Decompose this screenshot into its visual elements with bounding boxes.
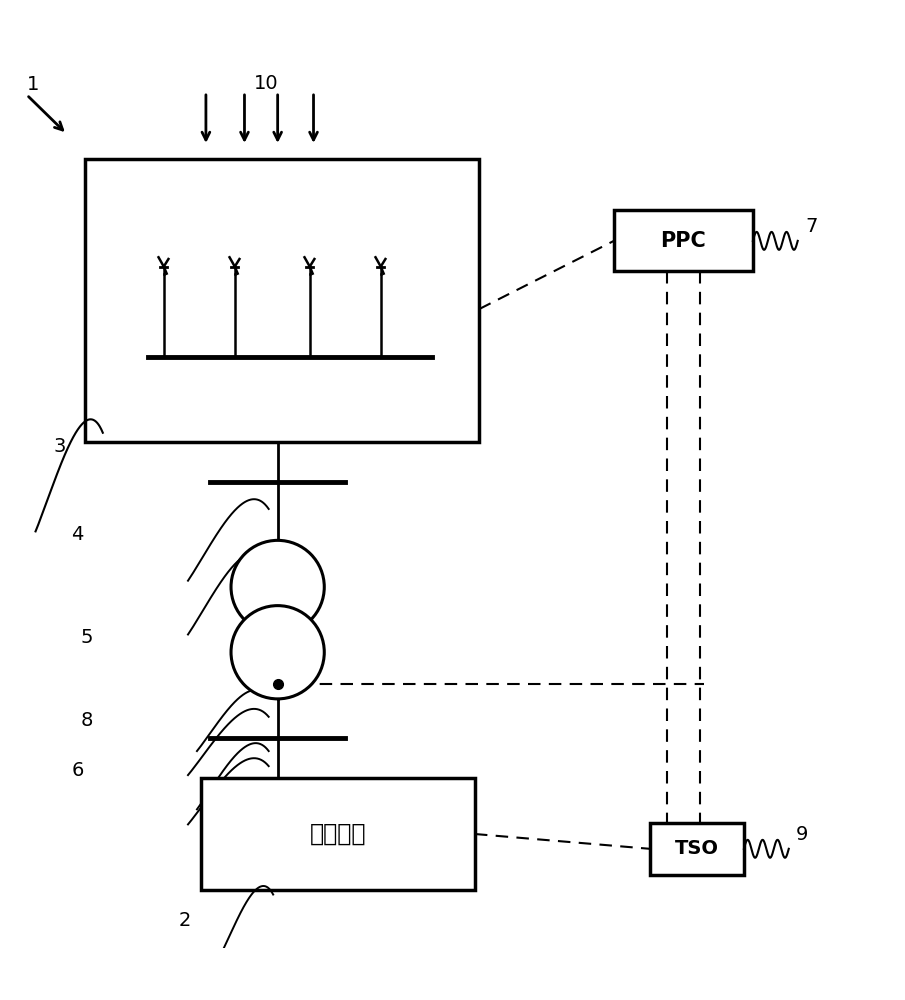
Text: 3: 3 (53, 437, 66, 456)
Text: PPC: PPC (661, 231, 706, 251)
Text: 8: 8 (81, 711, 92, 730)
Text: 1: 1 (26, 75, 39, 94)
Bar (202, 778, 475, 890)
Bar (614, 210, 753, 271)
Circle shape (231, 606, 324, 699)
Text: 9: 9 (795, 825, 808, 844)
Text: 外部电网: 外部电网 (310, 822, 367, 846)
Text: 7: 7 (805, 217, 817, 236)
Bar (650, 823, 744, 875)
Circle shape (231, 540, 324, 634)
Bar (85, 159, 480, 442)
Text: 4: 4 (71, 525, 84, 544)
Text: 2: 2 (179, 911, 191, 930)
Text: 5: 5 (81, 628, 93, 647)
Text: 10: 10 (253, 74, 278, 93)
Text: 6: 6 (71, 761, 84, 780)
Text: TSO: TSO (675, 839, 719, 858)
